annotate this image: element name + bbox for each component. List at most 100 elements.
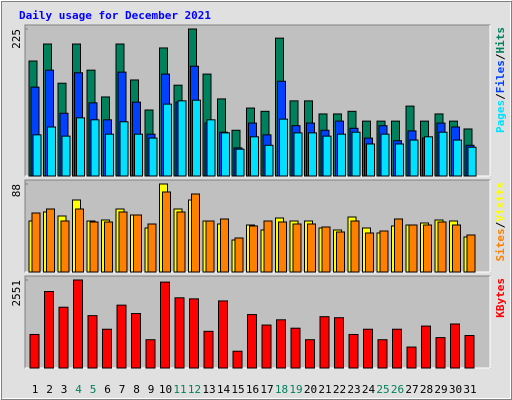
bar	[116, 304, 127, 369]
bar	[452, 224, 461, 273]
bar	[351, 131, 361, 177]
bar	[365, 232, 374, 273]
bar	[189, 298, 199, 369]
x-tick-label: 1	[32, 383, 39, 396]
bar	[44, 291, 54, 369]
x-tick-label: 24	[362, 383, 376, 396]
bar	[290, 327, 301, 369]
bar	[247, 314, 257, 369]
bar	[450, 323, 460, 369]
bar	[377, 339, 388, 369]
bar	[293, 132, 303, 177]
x-tick-label: 8	[133, 383, 140, 396]
x-tick-label: 5	[90, 383, 97, 396]
bar	[131, 313, 141, 369]
bar	[235, 148, 245, 177]
legend-entry: Files	[494, 60, 507, 93]
bar	[75, 208, 84, 273]
bar	[218, 300, 228, 369]
bar	[464, 335, 475, 369]
bar	[76, 117, 85, 177]
bar	[438, 131, 448, 177]
bar	[263, 220, 273, 273]
x-tick-label: 15	[231, 383, 244, 396]
bar	[221, 132, 230, 177]
legend: Sites/Visits	[494, 182, 507, 262]
x-tick-label: 23	[347, 383, 360, 396]
x-tick-label: 10	[159, 383, 172, 396]
legend: Pages/Files/Hits	[494, 27, 507, 133]
bar	[119, 121, 129, 177]
bar	[336, 231, 345, 273]
x-tick-label: 6	[104, 383, 111, 396]
bar	[380, 133, 390, 177]
bar	[90, 119, 100, 177]
bar	[307, 223, 316, 273]
bar	[31, 212, 41, 273]
bar	[363, 328, 373, 369]
x-tick-label: 27	[405, 383, 418, 396]
x-tick-label: 29	[434, 383, 447, 396]
bar	[437, 221, 447, 273]
bar	[177, 100, 187, 177]
legend-separator: /	[494, 53, 507, 60]
bar	[453, 139, 462, 177]
bar	[176, 211, 186, 273]
x-tick-label: 3	[61, 383, 68, 396]
bar	[366, 143, 375, 177]
bar	[203, 330, 214, 369]
bar	[60, 220, 70, 273]
x-tick-label: 7	[119, 383, 126, 396]
x-tick-label: 14	[217, 383, 231, 396]
x-tick-label: 16	[246, 383, 259, 396]
bar	[220, 218, 229, 273]
bar	[102, 328, 112, 369]
x-tick-label: 4	[75, 383, 82, 396]
bar	[234, 237, 244, 273]
x-tick-label: 22	[333, 383, 346, 396]
bar	[395, 143, 404, 177]
legend-entry: Visits	[494, 182, 507, 222]
bar	[278, 221, 287, 273]
bar	[322, 135, 332, 177]
x-tick-label: 21	[318, 383, 331, 396]
bar	[406, 346, 417, 369]
legend-entry: Pages	[494, 100, 507, 133]
bar	[163, 103, 172, 177]
legend: KBytes	[494, 278, 507, 318]
bar	[466, 234, 476, 273]
bar	[408, 224, 418, 273]
bar	[319, 316, 330, 369]
x-tick-label: 25	[376, 383, 389, 396]
bar	[32, 134, 42, 177]
x-tick-label: 11	[173, 383, 186, 396]
bar	[147, 223, 157, 273]
x-tick-label: 20	[304, 383, 317, 396]
bar	[435, 337, 446, 369]
bar	[160, 281, 170, 369]
x-tick-label: 17	[260, 383, 273, 396]
bar	[421, 325, 431, 369]
bar	[162, 191, 171, 273]
bar	[205, 220, 215, 273]
bar	[292, 223, 302, 273]
bar	[58, 306, 69, 369]
legend-entry: Sites	[494, 228, 507, 261]
bar	[134, 133, 143, 177]
bar	[409, 139, 419, 177]
bar	[145, 339, 156, 369]
x-tick-label: 18	[275, 383, 288, 396]
bar	[118, 211, 128, 273]
bar	[308, 132, 317, 177]
bar	[348, 333, 359, 369]
x-tick-label: 12	[188, 383, 201, 396]
bar	[104, 221, 113, 273]
bar	[467, 146, 477, 177]
bar	[379, 230, 389, 273]
bar	[394, 218, 403, 273]
bar	[29, 333, 40, 369]
bar	[321, 226, 331, 273]
bar	[392, 328, 402, 369]
x-tick-label: 9	[148, 383, 155, 396]
